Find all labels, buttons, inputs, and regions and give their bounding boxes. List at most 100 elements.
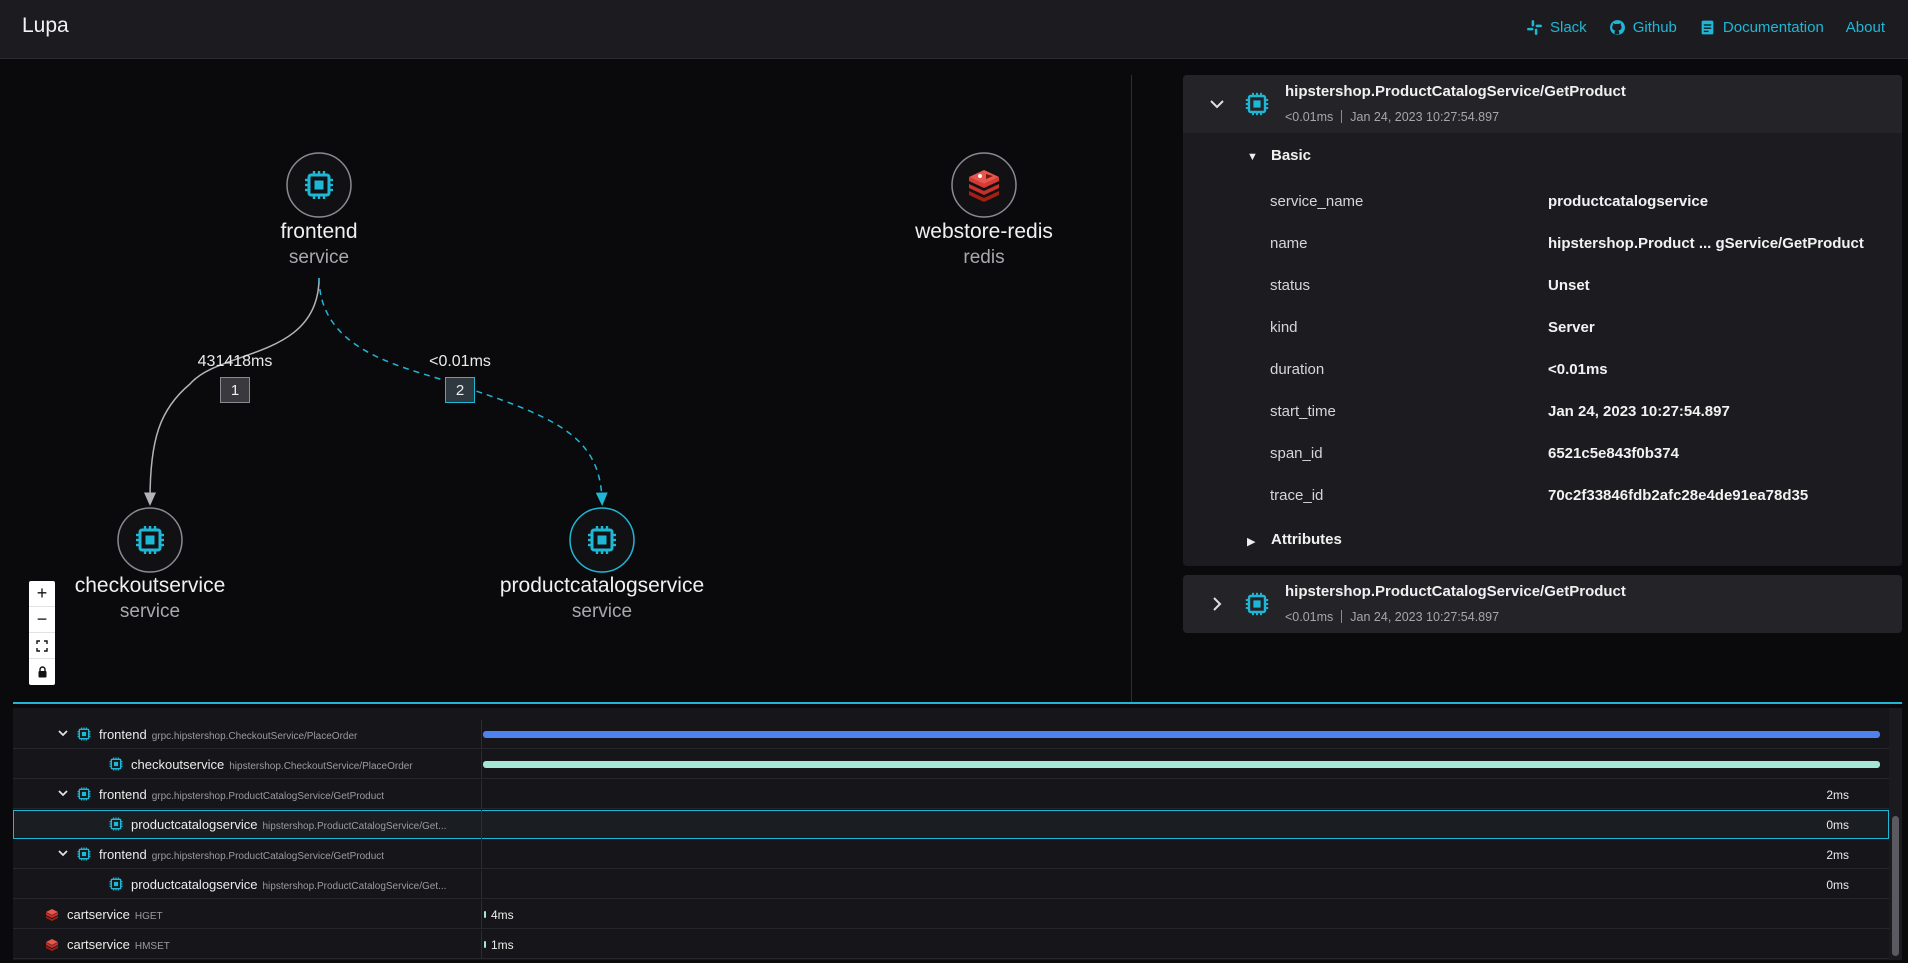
about-link[interactable]: About — [1846, 19, 1885, 36]
cpu-icon — [303, 169, 335, 201]
attr-value: <0.01ms — [1548, 361, 1608, 378]
attr-row-start-time: start_time Jan 24, 2023 10:27:54.897 — [1183, 391, 1902, 433]
attr-value: Unset — [1548, 277, 1590, 294]
node-frontend[interactable] — [286, 152, 352, 218]
panel-divider[interactable] — [1131, 75, 1132, 703]
attr-value: hipstershop.Product ... gService/GetProd… — [1548, 235, 1864, 252]
timeline-row[interactable]: productcatalogservice hipstershop.Product… — [13, 810, 1889, 839]
attr-row-duration: duration <0.01ms — [1183, 349, 1902, 391]
timeline-row[interactable]: cartservice HMSET 1ms — [13, 930, 1889, 959]
lock-button[interactable] — [29, 659, 55, 685]
basic-section-toggle[interactable]: ▼ Basic — [1183, 133, 1902, 181]
span-duration-bar[interactable] — [484, 941, 486, 948]
fit-view-button[interactable] — [29, 633, 55, 659]
edge-duration-1: 431418ms — [197, 353, 273, 370]
timeline-service-name: cartservice HGET — [67, 907, 163, 922]
basic-section-label: Basic — [1271, 147, 1312, 164]
chevron-down-icon[interactable] — [56, 726, 70, 740]
timeline-name-cell: cartservice HGET — [13, 900, 482, 929]
operation-label: HMSET — [134, 941, 170, 952]
chevron-down-icon[interactable] — [56, 786, 70, 800]
timeline-service-name: frontend grpc.hipstershop.CheckoutService… — [99, 727, 357, 742]
span-header[interactable]: hipstershop.ProductCatalogService/GetPro… — [1183, 75, 1902, 133]
node-productcatalogservice[interactable] — [569, 507, 635, 573]
zoom-out-button[interactable]: − — [29, 607, 55, 633]
attr-row-trace-id: trace_id 70c2f33846fdb2afc28e4de91ea78d35 — [1183, 475, 1902, 517]
edge-badge-2[interactable]: 2 — [445, 377, 475, 403]
chevron-down-icon[interactable] — [56, 846, 70, 860]
cpu-icon — [109, 757, 123, 771]
slack-link[interactable]: Slack — [1526, 19, 1587, 36]
lock-icon — [38, 666, 46, 678]
timeline-service-name: checkoutservice hipstershop.CheckoutServi… — [131, 757, 413, 772]
timeline-row[interactable]: productcatalogservice hipstershop.Product… — [13, 870, 1889, 899]
attr-value: Server — [1548, 319, 1595, 336]
documentation-link[interactable]: Documentation — [1699, 19, 1824, 36]
operation-label: grpc.hipstershop.CheckoutService/PlaceOr… — [151, 731, 358, 742]
timeline-resize-handle[interactable] — [13, 702, 1902, 704]
timeline-row[interactable]: checkoutservice hipstershop.CheckoutServi… — [13, 750, 1889, 779]
timeline-row[interactable]: frontend grpc.hipstershop.ProductCatalogS… — [13, 840, 1889, 869]
cpu-icon — [1245, 92, 1269, 116]
slack-icon — [1527, 19, 1542, 35]
edge-frontend-checkoutservice[interactable] — [144, 277, 320, 506]
timeline-service-name: productcatalogservice hipstershop.Product… — [131, 817, 446, 832]
operation-label: hipstershop.ProductCatalogService/Get... — [262, 881, 447, 892]
edge-badge-1[interactable]: 1 — [220, 377, 250, 403]
attr-row-status: status Unset — [1183, 265, 1902, 307]
span-header[interactable]: hipstershop.ProductCatalogService/GetPro… — [1183, 575, 1902, 633]
span-duration-label: 4ms — [491, 908, 514, 922]
span-duration: <0.01ms — [1285, 110, 1334, 124]
fit-view-icon — [36, 639, 48, 652]
span-timestamp: Jan 24, 2023 10:27:54.897 — [1350, 110, 1500, 124]
timeline-scrollbar[interactable] — [1889, 708, 1902, 960]
attr-key: service_name — [1270, 193, 1364, 210]
node-checkoutservice[interactable] — [117, 507, 183, 573]
top-bar: Lupa Slack Github Documentation About — [0, 0, 1908, 59]
caret-right-icon: ▶ — [1247, 536, 1256, 548]
operation-label: HGET — [134, 911, 163, 922]
attr-value: productcatalogservice — [1548, 193, 1709, 210]
attr-key: start_time — [1270, 403, 1336, 420]
zoom-controls: + − — [29, 581, 55, 685]
timeline-service-name: productcatalogservice hipstershop.Product… — [131, 877, 446, 892]
node-type-checkoutservice: service — [119, 601, 181, 622]
about-label: About — [1845, 18, 1885, 36]
chevron-down-icon[interactable] — [1208, 95, 1226, 113]
app-title[interactable]: Lupa — [22, 14, 69, 37]
service-graph[interactable]: frontend service webstore-redis redis ch… — [0, 59, 1130, 699]
meta-separator — [1341, 610, 1343, 623]
attr-row-kind: kind Server — [1183, 307, 1902, 349]
service-label: cartservice — [67, 907, 130, 922]
attr-row-span-id: span_id 6521c5e843f0b374 — [1183, 433, 1902, 475]
github-icon — [1609, 19, 1625, 35]
timeline-row[interactable]: frontend grpc.hipstershop.ProductCatalogS… — [13, 780, 1889, 809]
attr-value: 70c2f33846fdb2afc28e4de91ea78d35 — [1548, 487, 1809, 504]
trace-timeline: frontend grpc.hipstershop.CheckoutService… — [13, 708, 1889, 960]
timeline-service-name: frontend grpc.hipstershop.ProductCatalogS… — [99, 847, 384, 862]
span-meta: <0.01ms Jan 24, 2023 10:27:54.897 — [1285, 610, 1499, 624]
github-link[interactable]: Github — [1609, 19, 1677, 36]
chevron-right-icon[interactable] — [1208, 595, 1226, 613]
scrollbar-thumb[interactable] — [1892, 816, 1899, 956]
timeline-row[interactable]: cartservice HGET 4ms — [13, 900, 1889, 929]
zoom-in-button[interactable]: + — [29, 581, 55, 607]
top-nav: Slack Github Documentation About — [1526, 0, 1885, 54]
attr-value: 6521c5e843f0b374 — [1548, 445, 1679, 462]
operation-label: grpc.hipstershop.ProductCatalogService/G… — [151, 791, 385, 802]
node-webstore-redis[interactable] — [951, 152, 1017, 218]
edge-duration-2: <0.01ms — [429, 353, 491, 370]
github-label: Github — [1632, 18, 1677, 36]
attr-key: duration — [1270, 361, 1325, 378]
cpu-icon — [77, 727, 91, 741]
span-duration-bar[interactable] — [484, 911, 486, 918]
attr-key: kind — [1270, 319, 1298, 336]
timeline-row[interactable]: frontend grpc.hipstershop.CheckoutService… — [13, 720, 1889, 749]
node-type-frontend: service — [288, 247, 350, 268]
timeline-name-cell: cartservice HMSET — [13, 930, 482, 959]
attr-key: trace_id — [1270, 487, 1324, 504]
span-duration-bar[interactable] — [483, 731, 1880, 738]
service-label: cartservice — [67, 937, 130, 952]
span-duration-bar[interactable] — [483, 761, 1880, 768]
attributes-section-toggle[interactable]: ▶ Attributes — [1183, 517, 1902, 565]
